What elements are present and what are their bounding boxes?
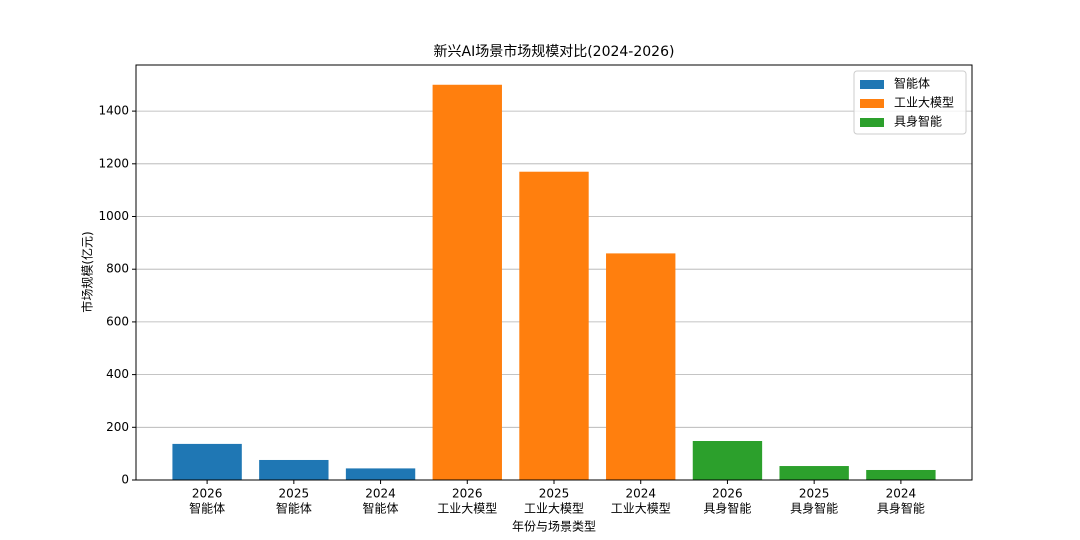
legend-label: 工业大模型: [894, 96, 954, 110]
x-tick-label: 2025: [279, 487, 310, 501]
x-tick-label: 工业大模型: [437, 502, 497, 516]
x-tick-label: 2025: [539, 487, 570, 501]
legend-swatch: [860, 80, 884, 89]
y-tick-label: 200: [106, 420, 129, 434]
bar: [432, 84, 502, 480]
x-tick-label: 具身智能: [703, 501, 751, 516]
legend-label: 具身智能: [894, 114, 942, 129]
x-tick-label: 智能体: [189, 501, 225, 516]
x-tick-label: 2026: [712, 487, 743, 501]
x-tick-label: 2024: [365, 487, 396, 501]
x-tick-label: 2024: [625, 487, 656, 501]
plot-frame: [135, 64, 973, 481]
x-axis-label: 年份与场景类型: [512, 520, 596, 534]
x-tick-label: 2026: [452, 487, 483, 501]
y-tick-label: 400: [106, 367, 129, 381]
x-tick-label: 工业大模型: [611, 502, 671, 516]
bar: [259, 459, 329, 480]
legend-label: 智能体: [894, 76, 930, 91]
chart-title: 新兴AI场景市场规模对比(2024-2026): [434, 43, 675, 60]
x-tick-label: 2026: [192, 487, 223, 501]
bar: [692, 441, 763, 480]
y-tick-label: 600: [106, 314, 129, 328]
bar: [866, 469, 936, 480]
x-tick-label: 智能体: [363, 501, 399, 516]
bar: [345, 468, 416, 480]
y-tick-label: 1400: [98, 104, 129, 118]
y-tick-label: 1000: [98, 209, 129, 223]
x-tick-label: 2025: [799, 487, 830, 501]
bar: [606, 253, 676, 480]
x-tick-label: 具身智能: [877, 501, 925, 516]
bar: [172, 443, 242, 480]
y-tick-label: 0: [121, 473, 129, 487]
x-tick-label: 具身智能: [790, 501, 838, 516]
x-tick-label: 智能体: [276, 501, 312, 516]
x-tick-label: 2024: [886, 487, 917, 501]
y-axis-label: 市场规模(亿元): [80, 231, 95, 312]
y-tick-label: 1200: [98, 156, 129, 170]
legend-swatch: [860, 118, 884, 127]
x-tick-label: 工业大模型: [524, 502, 584, 516]
legend-swatch: [860, 99, 884, 108]
y-tick-label: 800: [106, 262, 129, 276]
bar: [779, 466, 849, 480]
bar: [519, 171, 589, 480]
